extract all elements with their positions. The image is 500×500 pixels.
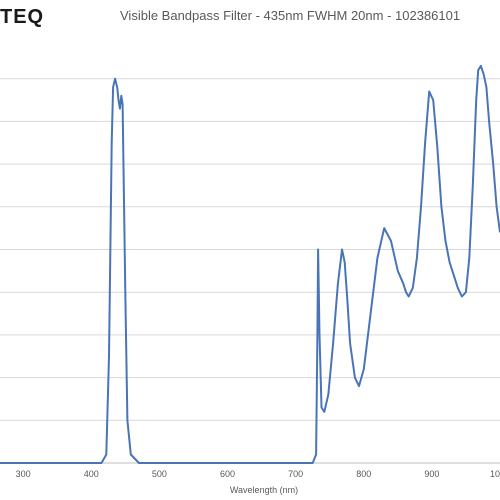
transmission-curve [0,64,500,464]
x-tick-label: 700 [288,469,303,479]
chart-title: Visible Bandpass Filter - 435nm FWHM 20n… [120,8,461,23]
x-tick-label: 900 [424,469,439,479]
x-axis: 300 400 500 600 700 800 900 1000 [0,462,500,479]
x-tick-label: 600 [220,469,235,479]
series-layer [0,64,500,464]
x-tick-label: 300 [16,469,31,479]
x-tick-label: 500 [152,469,167,479]
x-tick-label: 800 [356,469,371,479]
gridlines [0,78,500,421]
brand-logo: TEQ [0,6,45,28]
x-tick-label: 400 [84,469,99,479]
x-tick-label: 1000 [490,469,500,479]
x-axis-label: Wavelength (nm) [230,485,298,495]
